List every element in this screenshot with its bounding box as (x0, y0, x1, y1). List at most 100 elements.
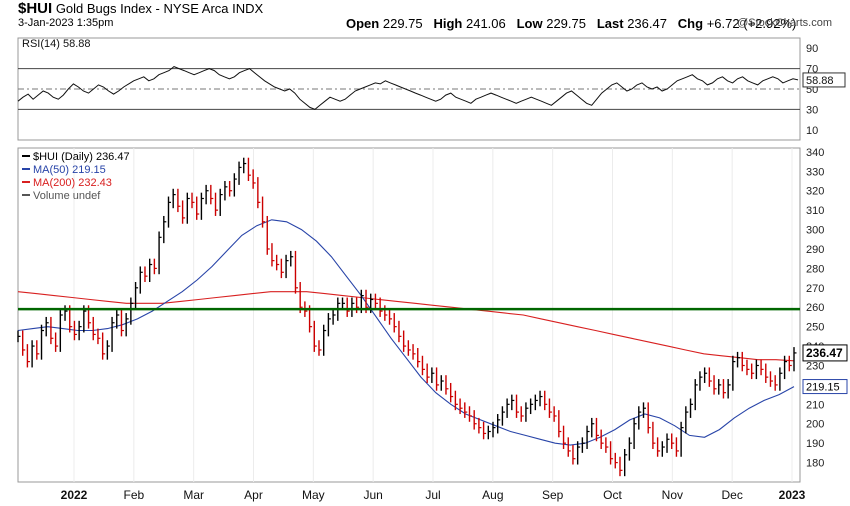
price-bar (172, 188, 176, 209)
price-bar (487, 425, 491, 440)
price-bar (130, 297, 134, 325)
price-bar (652, 421, 656, 449)
x-tick-label: 2023 (779, 488, 806, 502)
price-y-tick-label: 300 (806, 225, 824, 237)
quote-summary: Open 229.75 High 241.06 Low 229.75 Last … (346, 16, 796, 31)
price-bar (534, 394, 538, 411)
price-y-tick-label: 230 (806, 360, 824, 372)
price-y-tick-label: 180 (806, 458, 824, 470)
price-bar (482, 421, 487, 440)
price-bar (196, 196, 200, 220)
x-tick-label: Apr (244, 488, 263, 502)
price-bar (134, 281, 139, 310)
price-bar (671, 433, 675, 449)
price-bar (506, 398, 510, 418)
price-bar (750, 363, 755, 380)
price-bar (50, 316, 54, 345)
price-bar (214, 192, 219, 216)
price-bar (628, 437, 632, 461)
price-bar (713, 375, 717, 395)
price-bar (478, 417, 482, 434)
price-bar (219, 188, 223, 216)
price-y-tick-label: 340 (806, 147, 824, 159)
price-bar (45, 316, 49, 337)
open-value: 229.75 (382, 16, 423, 31)
price-y-tick-label: 260 (806, 302, 824, 314)
price-bar (181, 200, 186, 224)
rsi-title: RSI(14) 58.88 (22, 38, 90, 50)
price-bar (116, 309, 120, 329)
price-bar (266, 215, 270, 255)
x-tick-label: Oct (603, 488, 622, 502)
legend-entry: $HUI (Daily) 236.47 (33, 151, 130, 163)
price-bar (59, 309, 63, 352)
x-tick-label: Aug (482, 488, 503, 502)
price-bar (492, 421, 496, 438)
price-bar (614, 452, 618, 469)
price-bar (567, 437, 571, 457)
price-y-tick-label: 200 (806, 419, 824, 431)
price-bar (26, 344, 30, 368)
rsi-line (17, 66, 799, 110)
price-bar (120, 309, 124, 337)
low-label: Low (516, 16, 543, 31)
price-bar (760, 359, 764, 376)
price-bar (407, 340, 411, 356)
rsi-y-tick-label: 10 (806, 125, 818, 137)
price-bar (765, 363, 769, 383)
price-bar (431, 367, 435, 383)
rsi-last-value-label: 58.88 (806, 75, 834, 87)
price-bar (511, 394, 515, 411)
price-bar (153, 258, 157, 275)
price-bar (591, 417, 595, 438)
price-bar (97, 328, 101, 345)
price-bar (384, 305, 388, 321)
price-bar (619, 456, 623, 477)
chg-value: +6.72 (+2.92%) (706, 16, 797, 31)
price-bar (417, 348, 421, 368)
ma50-last-value-box (802, 379, 848, 395)
price-bar (727, 379, 731, 399)
price-bar (322, 324, 327, 356)
price-bar (294, 250, 298, 294)
last-label: Last (596, 16, 624, 31)
price-bar (694, 379, 698, 411)
rsi-y-tick-label: 90 (806, 43, 818, 55)
price-y-tick-label: 290 (806, 244, 824, 256)
price-bar (609, 441, 614, 465)
timestamp: 3-Jan-2023 1:35pm (18, 17, 114, 29)
price-bar (689, 398, 694, 418)
price-bar (708, 367, 712, 387)
x-tick-label: Jun (363, 488, 382, 502)
open-label: Open (346, 16, 380, 31)
price-bar (402, 330, 407, 352)
ma50-line (17, 219, 795, 446)
price-bar (158, 231, 162, 275)
price-bar (426, 363, 430, 383)
price-bar (656, 437, 661, 457)
rsi-y-tick-label: 30 (806, 104, 818, 116)
symbol: $HUI (18, 0, 53, 17)
price-bar (144, 266, 148, 282)
price-bar (774, 375, 778, 391)
price-bar (332, 309, 336, 325)
price-bar (539, 390, 543, 407)
price-bar (642, 402, 647, 418)
price-bar (355, 297, 360, 314)
price-bar (464, 402, 468, 418)
price-bar (459, 398, 463, 415)
x-tick-label: Mar (183, 488, 204, 502)
x-axis: 2022 Feb Mar Apr May Jun Jul Aug Sep Oct Nov Dec 202… (61, 488, 806, 502)
price-bar (125, 313, 129, 337)
price-bar (73, 320, 77, 341)
price-last-value-label: 236.47 (806, 346, 843, 360)
price-bar (779, 367, 783, 391)
price-bar (666, 433, 670, 453)
index-name: Gold Bugs Index - NYSE Arca INDX (55, 1, 264, 16)
price-bar (17, 330, 21, 343)
price-y-tick-label: 190 (806, 438, 824, 450)
price-bar (247, 157, 251, 182)
price-bar (346, 297, 350, 317)
watermark: @StockCharts.com (737, 17, 832, 29)
